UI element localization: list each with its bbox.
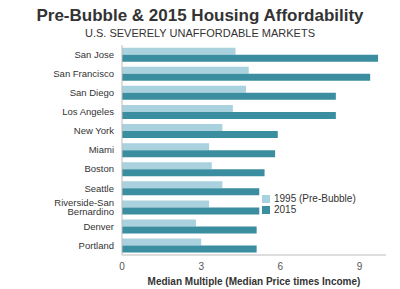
svg-text:San Francisco: San Francisco — [53, 68, 114, 79]
html-text:U.S. SEVERELY UNAFFORDABLE MAR: U.S. SEVERELY UNAFFORDABLE MARKETS — [85, 27, 315, 39]
svg-text:Portland: Portland — [79, 240, 114, 251]
svg-text:San Diego: San Diego — [70, 87, 114, 98]
html-text:1995 (Pre-Bubble): 1995 (Pre-Bubble) — [274, 193, 356, 204]
html-text:2015: 2015 — [274, 204, 297, 215]
svg-text:Denver: Denver — [83, 221, 114, 232]
svg-text:Seattle: Seattle — [84, 183, 114, 194]
html-text:Pre-Bubble & 2015 Housing Affo: Pre-Bubble & 2015 Housing Affordability — [36, 6, 364, 25]
svg-text:Median Multiple (Median Price: Median Multiple (Median Price times Inco… — [148, 276, 361, 287]
svg-text:Boston: Boston — [84, 163, 114, 174]
svg-text:Riverside-SanBernardino: Riverside-SanBernardino — [54, 197, 114, 218]
svg-text:Los Angeles: Los Angeles — [62, 106, 114, 117]
svg-text:6: 6 — [278, 261, 284, 272]
svg-text:3: 3 — [198, 261, 204, 272]
svg-text:0: 0 — [119, 261, 125, 272]
svg-text:9: 9 — [357, 261, 363, 272]
svg-text:San Jose: San Jose — [74, 49, 114, 60]
svg-text:Miami: Miami — [89, 144, 114, 155]
svg-text:New York: New York — [74, 125, 114, 136]
